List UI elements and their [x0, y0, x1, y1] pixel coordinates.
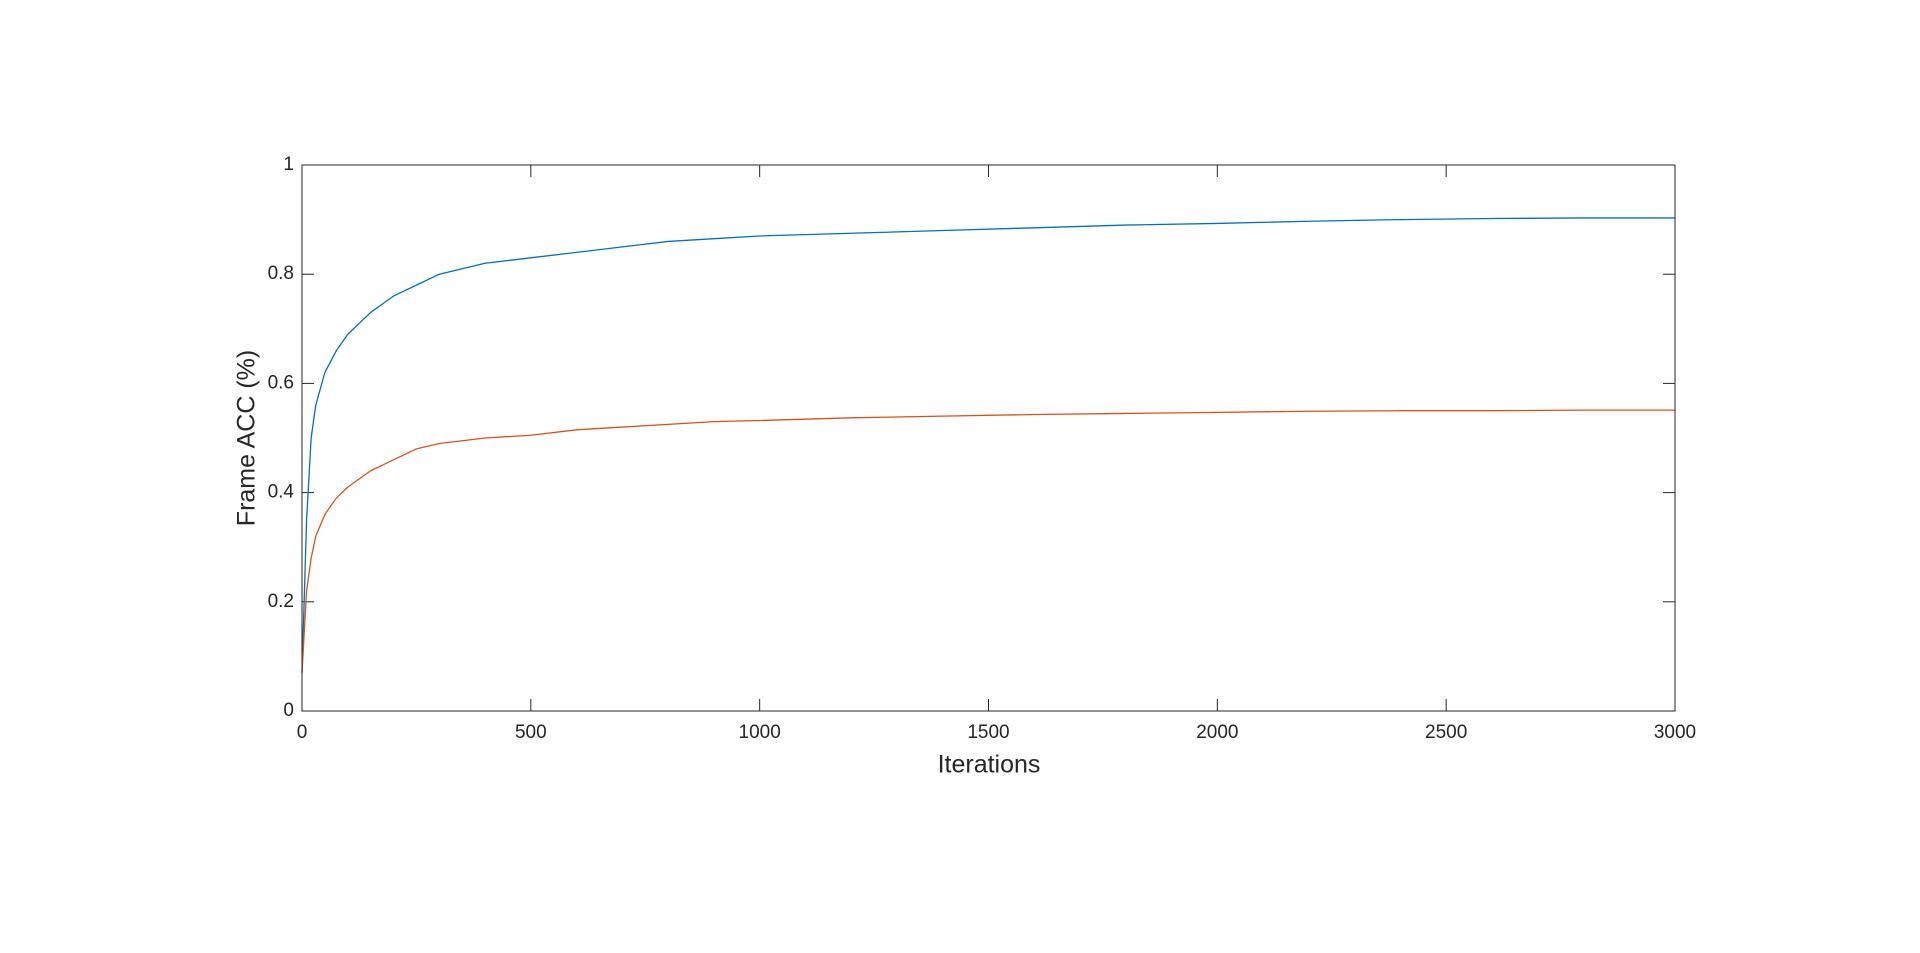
x-axis-label: Iterations: [938, 751, 1041, 779]
x-tick-label: 3000: [1654, 722, 1696, 743]
x-tick-label: 1000: [739, 722, 781, 743]
x-tick-label: 500: [515, 722, 547, 743]
data-line: [301, 409, 1675, 673]
y-tick-label: 0.2: [268, 591, 294, 612]
y-tick-label: 1: [283, 154, 294, 175]
axes-box: [301, 164, 1676, 712]
y-tick-label: 0.6: [268, 372, 294, 393]
y-tick-label: 0.8: [268, 263, 294, 284]
x-tick-label: 0: [297, 722, 308, 743]
y-axis-label: Frame ACC (%): [233, 350, 261, 526]
x-tick-label: 1500: [967, 722, 1009, 743]
x-tick-label: 2500: [1425, 722, 1467, 743]
x-tick-label: 2000: [1196, 722, 1238, 743]
y-tick-label: 0.4: [268, 482, 295, 503]
data-line: [301, 217, 1675, 673]
y-tick-label: 0: [283, 700, 294, 721]
